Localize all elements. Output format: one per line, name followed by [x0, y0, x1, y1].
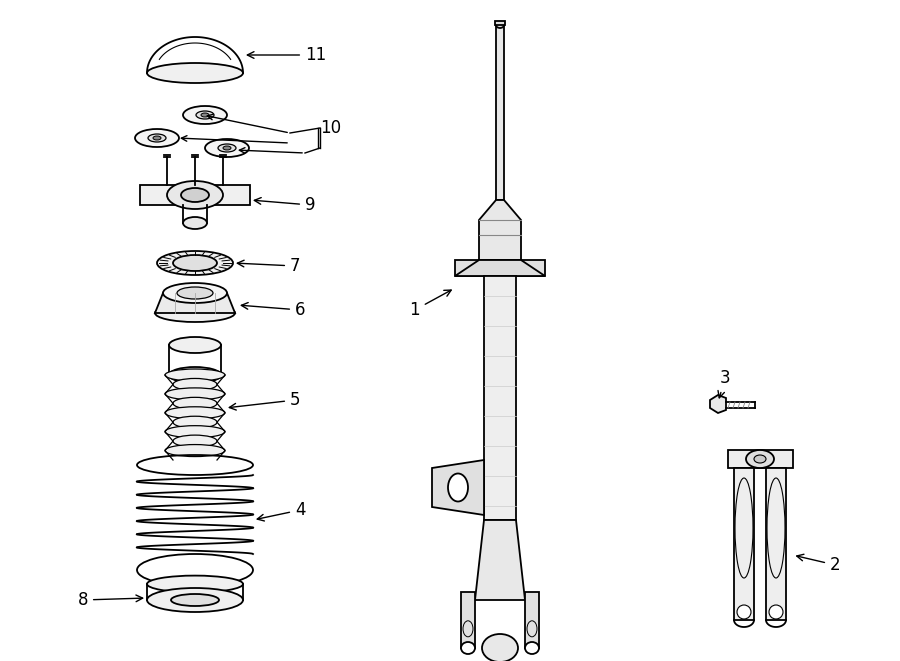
Ellipse shape [165, 407, 225, 419]
Ellipse shape [223, 146, 231, 150]
Ellipse shape [746, 450, 774, 468]
Text: 5: 5 [230, 391, 301, 410]
Ellipse shape [173, 379, 217, 391]
Text: 7: 7 [238, 257, 301, 275]
Ellipse shape [157, 251, 233, 275]
Ellipse shape [218, 144, 236, 152]
Ellipse shape [205, 139, 249, 157]
Ellipse shape [173, 416, 217, 428]
Ellipse shape [171, 594, 219, 606]
Ellipse shape [754, 455, 766, 463]
Polygon shape [710, 395, 726, 413]
Ellipse shape [737, 605, 751, 619]
Ellipse shape [135, 129, 179, 147]
Ellipse shape [448, 473, 468, 502]
Text: 6: 6 [241, 301, 305, 319]
Ellipse shape [148, 134, 166, 142]
Ellipse shape [177, 287, 213, 299]
Text: 11: 11 [248, 46, 326, 64]
Bar [484, 276, 516, 520]
Ellipse shape [769, 605, 783, 619]
Bar [496, 25, 504, 200]
Ellipse shape [525, 642, 539, 654]
Ellipse shape [173, 255, 217, 271]
Ellipse shape [163, 283, 227, 303]
Polygon shape [475, 520, 525, 600]
Ellipse shape [461, 642, 475, 654]
Text: 3: 3 [718, 369, 731, 398]
Polygon shape [461, 592, 475, 648]
Ellipse shape [165, 426, 225, 438]
Text: 1: 1 [410, 290, 451, 319]
Text: 2: 2 [796, 555, 841, 574]
Polygon shape [140, 185, 250, 205]
Text: 8: 8 [77, 591, 143, 609]
Ellipse shape [496, 22, 504, 28]
Ellipse shape [173, 397, 217, 409]
Bar [455, 260, 545, 276]
Ellipse shape [165, 369, 225, 381]
Text: 4: 4 [257, 501, 305, 521]
Ellipse shape [169, 337, 221, 353]
Bar [495, 21, 505, 25]
Text: 10: 10 [320, 119, 341, 137]
Ellipse shape [165, 445, 225, 457]
Ellipse shape [183, 106, 227, 124]
Ellipse shape [183, 217, 207, 229]
Polygon shape [455, 260, 545, 276]
Polygon shape [525, 592, 539, 648]
Polygon shape [155, 293, 235, 313]
Polygon shape [766, 468, 786, 620]
Polygon shape [432, 460, 484, 515]
Ellipse shape [165, 388, 225, 400]
Ellipse shape [201, 113, 209, 117]
Ellipse shape [147, 63, 243, 83]
Bar [727, 450, 793, 468]
Ellipse shape [173, 435, 217, 447]
Ellipse shape [167, 181, 223, 209]
Ellipse shape [153, 136, 161, 140]
Polygon shape [479, 200, 521, 260]
Ellipse shape [169, 367, 221, 383]
Ellipse shape [147, 576, 243, 592]
Ellipse shape [196, 111, 214, 119]
Ellipse shape [155, 304, 235, 322]
Ellipse shape [181, 188, 209, 202]
Ellipse shape [482, 634, 518, 661]
Text: 9: 9 [255, 196, 316, 214]
Polygon shape [734, 468, 754, 620]
Ellipse shape [147, 588, 243, 612]
